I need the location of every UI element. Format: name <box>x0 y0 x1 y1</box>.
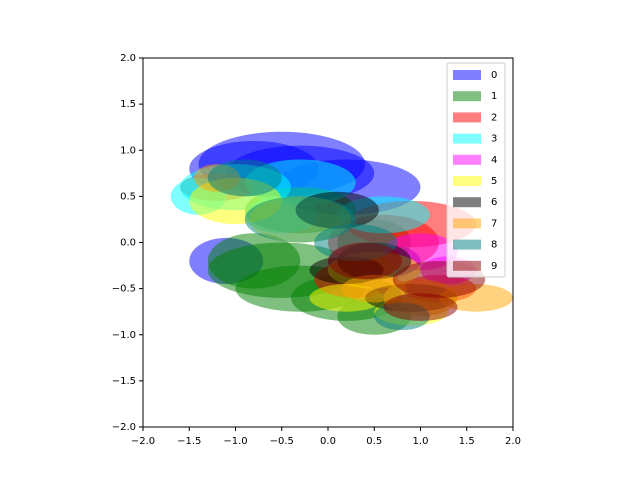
ellipse <box>383 293 458 321</box>
legend-label: 0 <box>491 70 497 81</box>
legend-label: 8 <box>491 240 497 251</box>
legend-swatch <box>453 239 481 250</box>
ellipse <box>207 159 282 197</box>
x-tick-label: 1.5 <box>459 436 475 447</box>
legend-label: 2 <box>491 112 497 123</box>
y-tick-label: 1.0 <box>120 145 136 156</box>
legend-swatch <box>453 133 481 144</box>
y-tick-label: 0.5 <box>120 191 136 202</box>
x-tick-label: −2.0 <box>131 436 155 447</box>
legend-swatch <box>453 70 481 80</box>
x-tick-label: −1.5 <box>177 436 201 447</box>
legend-label: 4 <box>491 155 497 166</box>
legend-swatch <box>453 260 481 271</box>
y-tick-label: 2.0 <box>120 53 136 64</box>
legend-swatch <box>453 154 481 165</box>
legend-swatch <box>453 176 481 186</box>
x-tick-label: 0.5 <box>366 436 382 447</box>
legend-swatch <box>453 112 481 123</box>
x-tick-label: 1.0 <box>413 436 429 447</box>
x-tick-label: 0.0 <box>320 436 336 447</box>
plot-area <box>170 131 513 335</box>
legend-label: 1 <box>491 91 497 102</box>
legend-label: 5 <box>491 176 497 187</box>
legend-label: 9 <box>491 261 497 272</box>
x-tick-label: 2.0 <box>505 436 521 447</box>
legend-label: 7 <box>491 218 497 229</box>
legend-swatch <box>453 91 481 102</box>
ellipse <box>328 242 402 280</box>
x-tick-label: −1.0 <box>223 436 247 447</box>
legend-label: 3 <box>491 134 497 145</box>
y-tick-label: −1.0 <box>112 330 136 341</box>
ellipse <box>341 274 407 303</box>
legend-label: 6 <box>491 197 497 208</box>
ellipse <box>207 233 301 289</box>
legend-swatch <box>453 197 481 208</box>
y-tick-label: −0.5 <box>112 284 136 295</box>
y-tick-label: −2.0 <box>112 422 136 433</box>
x-tick-label: −0.5 <box>270 436 294 447</box>
y-tick-label: 1.5 <box>120 99 136 110</box>
y-tick-label: 0.0 <box>120 238 136 249</box>
legend-swatch <box>453 218 481 229</box>
y-tick-label: −1.5 <box>112 376 136 387</box>
